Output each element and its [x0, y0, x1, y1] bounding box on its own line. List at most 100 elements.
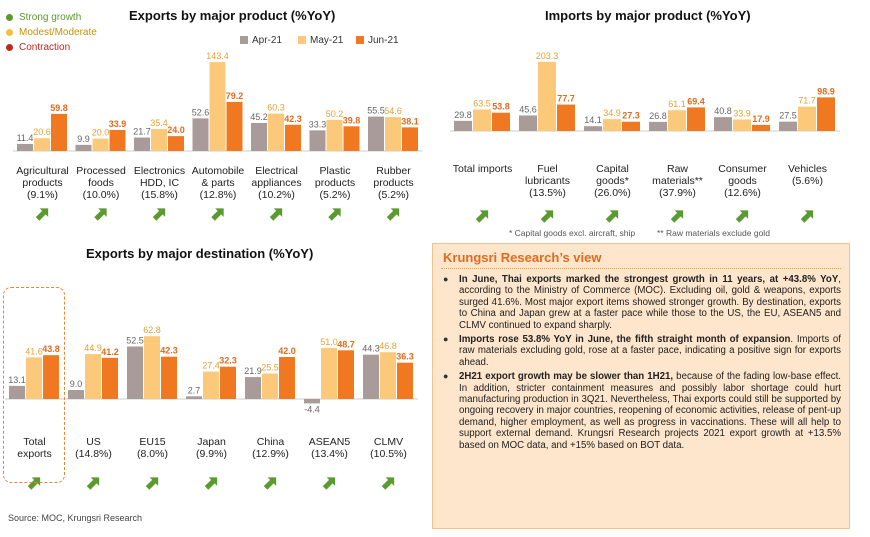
legend-strong-label: Strong growth: [19, 12, 82, 23]
category-label: (13.4%): [311, 448, 348, 460]
bar-apr-21: [245, 377, 261, 399]
data-label: 26.8: [649, 111, 667, 121]
category-label: Total: [23, 436, 45, 448]
data-label: 42.3: [284, 114, 302, 124]
exports-product-title: Exports by major product (%YoY): [129, 8, 336, 23]
data-label: 59.8: [50, 103, 68, 113]
data-label: 79.2: [226, 91, 244, 101]
growth-arrow-icon: [204, 477, 218, 490]
category-label: Fuel: [537, 163, 557, 175]
data-label: 9.0: [70, 379, 83, 389]
category-label: Processed: [76, 165, 126, 177]
bar-jun-21: [402, 127, 418, 151]
data-label: 52.6: [192, 107, 210, 117]
total-exports-highlight: [3, 287, 65, 483]
growth-arrow-icon: [386, 208, 400, 221]
bar-jun-21: [343, 126, 360, 151]
view-point-1-text: , according to the Ministry of Commerce …: [459, 274, 841, 331]
data-label: 98.9: [817, 86, 835, 96]
growth-arrow-icon: [328, 208, 341, 221]
bar-jun-21: [397, 362, 413, 399]
category-label: Japan: [197, 436, 226, 448]
bar-apr-21: [519, 115, 537, 131]
bar-jun-21: [492, 112, 510, 131]
bar-jun-21: [285, 124, 301, 151]
bar-apr-21: [368, 116, 384, 151]
bar-may-21: [603, 119, 621, 131]
category-label: & parts: [201, 177, 234, 189]
data-label: 32.3: [219, 356, 237, 366]
category-label: Capital: [596, 163, 629, 175]
bar-may-21: [34, 138, 50, 151]
category-label: (13.5%): [529, 187, 566, 199]
category-label: (10.2%): [258, 189, 295, 201]
data-label: 45.6: [519, 104, 537, 114]
bar-apr-21: [714, 117, 732, 131]
bar-may-21: [26, 357, 42, 399]
bar-jun-21: [338, 350, 354, 399]
data-label: 69.4: [687, 96, 705, 106]
legend-modest: Modest/Moderate: [6, 25, 97, 40]
growth-arrow-icon: [145, 477, 159, 490]
view-point-1: In June, Thai exports marked the stronge…: [441, 274, 841, 331]
data-label: 20.6: [33, 127, 51, 137]
category-label: (5.2%): [320, 189, 351, 201]
category-label: products: [22, 177, 62, 189]
data-label: 29.8: [454, 110, 472, 120]
bar-may-21: [668, 110, 686, 131]
category-label: (9.9%): [196, 448, 227, 460]
legend-contraction: Contraction: [6, 40, 97, 55]
data-label: 27.5: [779, 111, 797, 121]
data-label: 21.9: [244, 366, 262, 376]
data-label: 14.1: [584, 115, 602, 125]
bar-may-21: [151, 129, 167, 151]
data-label: 36.3: [396, 352, 414, 362]
data-label: 50.2: [326, 109, 344, 119]
bar-apr-21: [363, 354, 379, 399]
category-label: (12.8%): [200, 189, 237, 201]
category-label: Total imports: [453, 163, 513, 175]
data-label: 61.1: [668, 99, 686, 109]
view-point-1-bold: In June, Thai exports marked the stronge…: [459, 274, 839, 285]
data-label: 48.7: [337, 339, 355, 349]
data-label: 43.8: [42, 344, 60, 354]
bar-apr-21: [127, 346, 143, 399]
category-label: lubricants: [525, 175, 570, 187]
data-label: 21.7: [133, 127, 151, 137]
growth-arrow-icon: [263, 477, 277, 490]
category-label: (5.2%): [378, 189, 409, 201]
category-label: Automobile: [192, 165, 245, 177]
growth-arrow-icon: [269, 208, 283, 221]
growth-arrow-icon: [800, 210, 814, 223]
data-label: 52.5: [126, 336, 144, 346]
bar-jun-21: [43, 355, 59, 399]
data-label: 33.9: [109, 119, 127, 129]
bar-may-21: [92, 138, 109, 151]
bar-may-21: [209, 62, 226, 152]
view-point-2: Imports rose 53.8% YoY in June, the fift…: [441, 334, 841, 368]
category-label: Electrical: [255, 165, 298, 177]
category-label: materials**: [652, 175, 703, 187]
view-point-2-text: . Imports of raw materials excluding gol…: [459, 334, 841, 368]
data-label: 38.1: [401, 116, 419, 126]
growth-arrow-icon: [670, 210, 684, 223]
view-point-2-bold: Imports rose 53.8% YoY in June, the fift…: [459, 334, 791, 346]
bar-jun-21: [168, 136, 184, 151]
bar-may-21: [203, 371, 219, 399]
bar-may-21: [733, 119, 751, 131]
bar-apr-21: [454, 120, 472, 131]
legend-modest-label: Modest/Moderate: [19, 27, 97, 38]
category-label: (26.0%): [594, 187, 631, 199]
growth-arrow-icon: [322, 477, 336, 490]
bar-apr-21: [186, 396, 202, 399]
data-label: 77.7: [557, 94, 575, 104]
legend-label: May-21: [310, 35, 344, 46]
legend-contraction-label: Contraction: [19, 42, 71, 53]
data-label: 27.4: [202, 361, 220, 371]
data-label: 2.7: [188, 385, 201, 395]
bar-apr-21: [75, 144, 92, 151]
category-label: foods: [88, 177, 114, 189]
growth-arrow-icon: [27, 477, 41, 490]
bar-may-21: [268, 113, 284, 151]
